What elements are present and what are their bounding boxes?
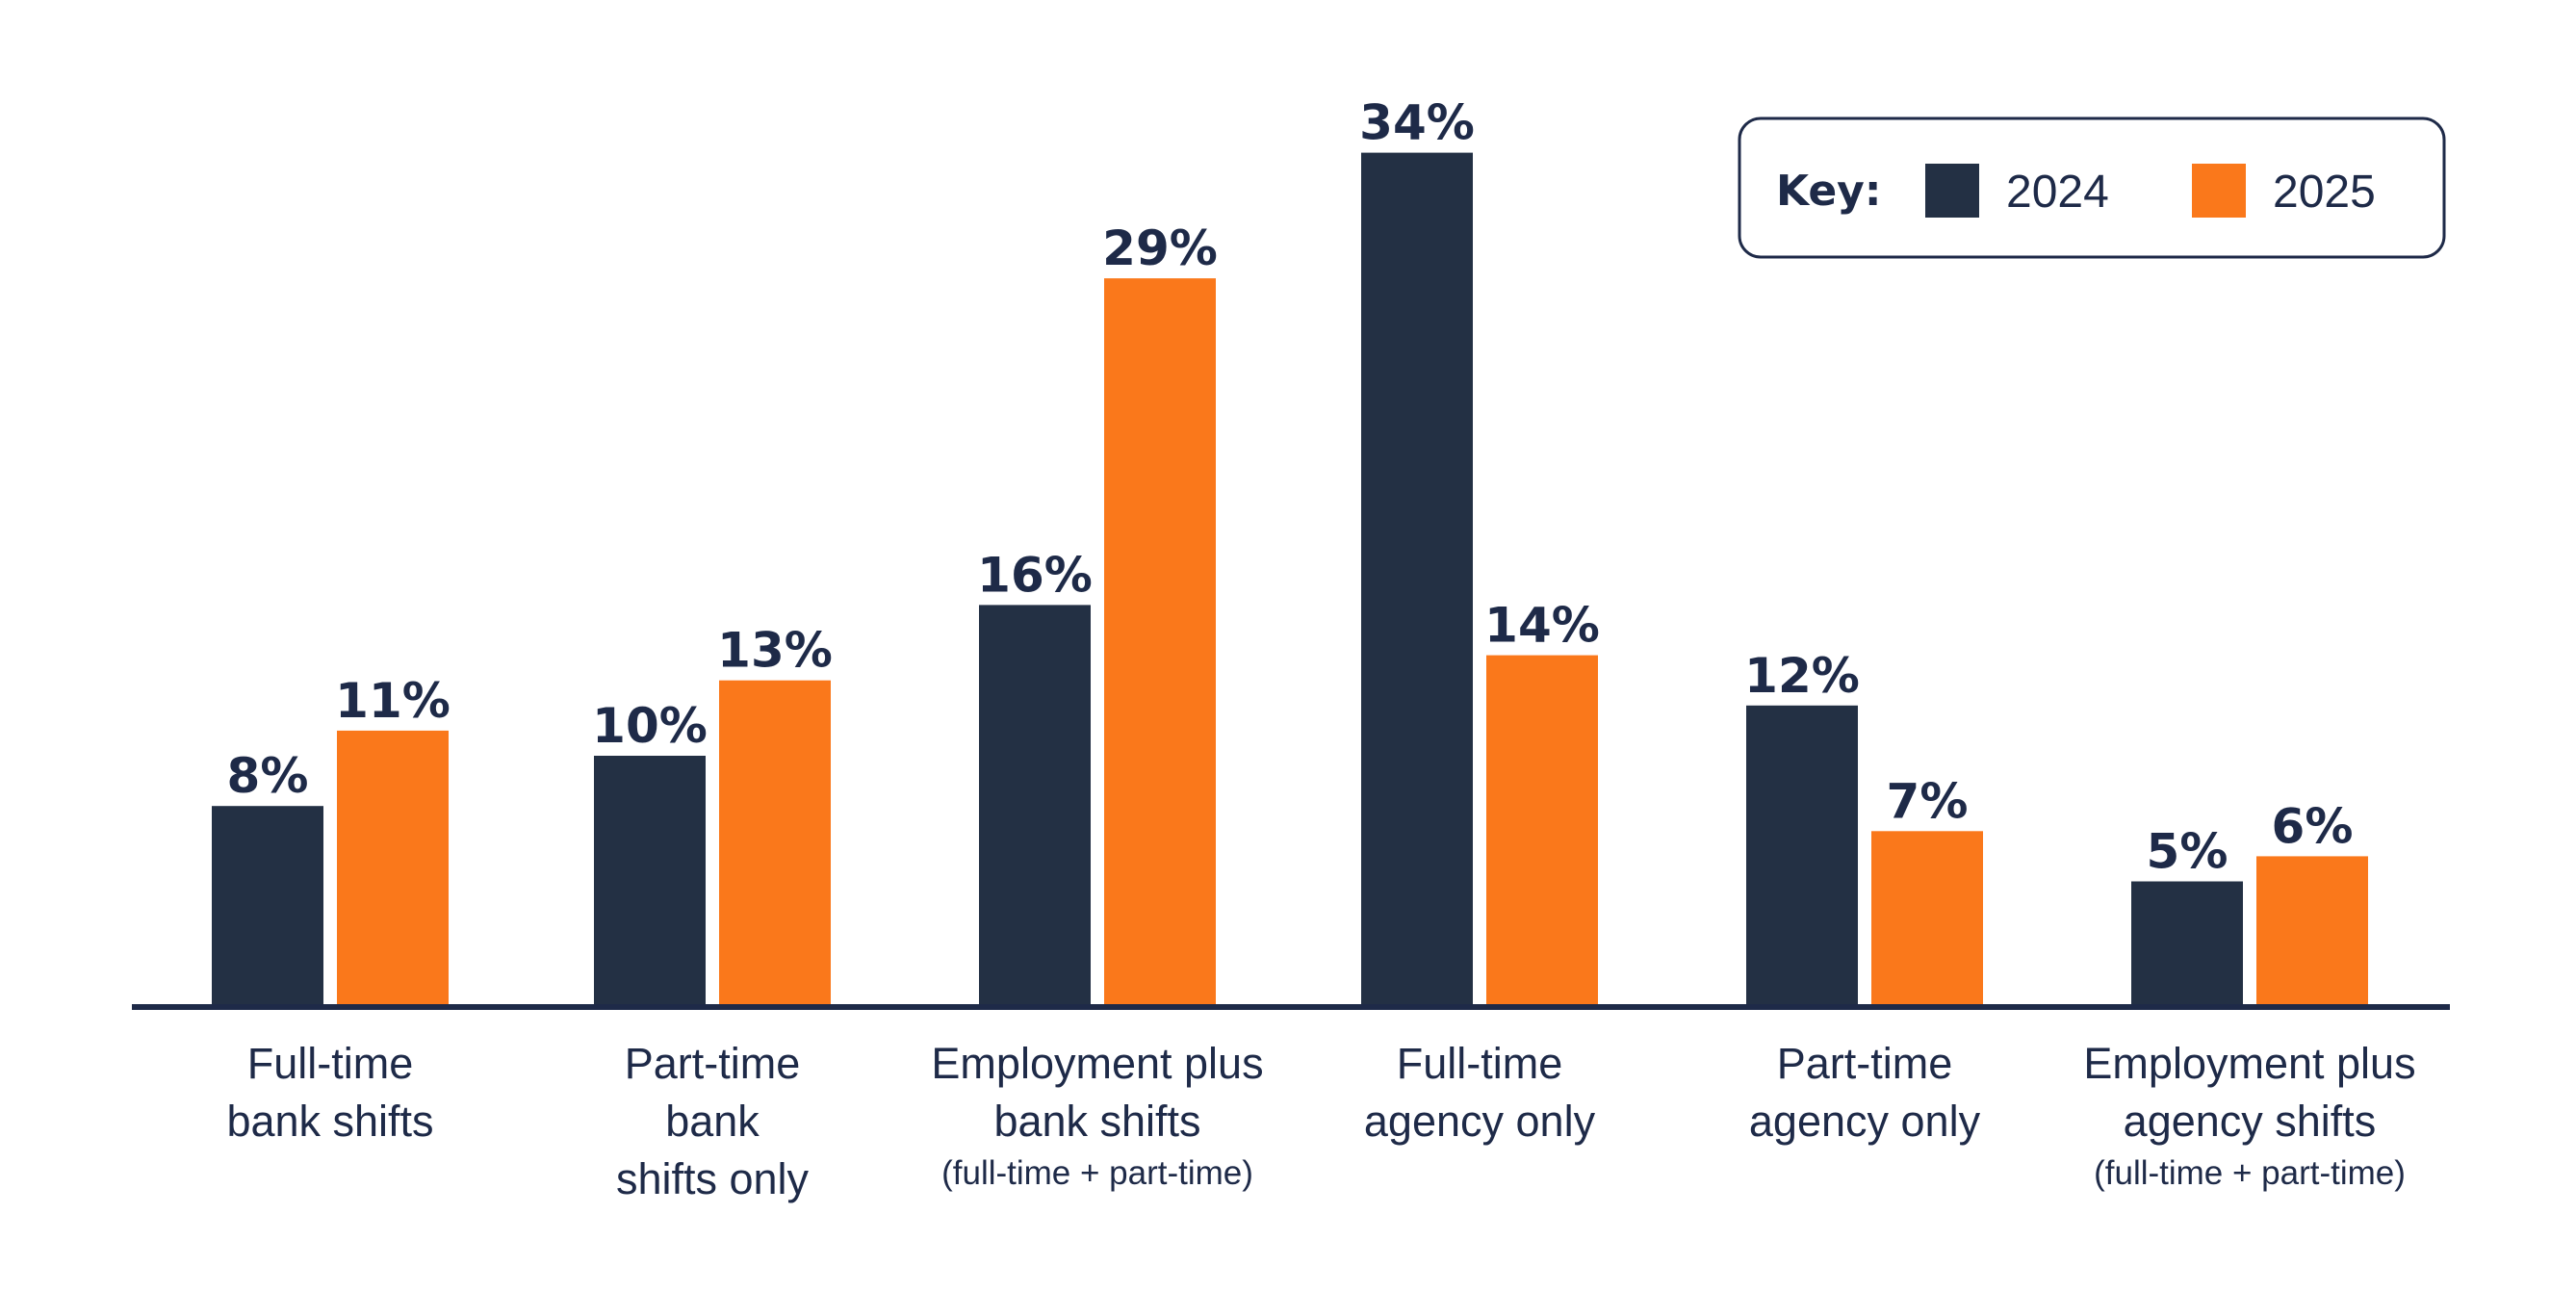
bar-2025-5 xyxy=(1871,831,1983,1007)
category-label-2-line-2: bank xyxy=(665,1097,760,1146)
category-sublabel-3: (full-time + part-time) xyxy=(941,1154,1253,1192)
value-label-2025-4: 14% xyxy=(1484,598,1600,654)
category-sublabel-6: (full-time + part-time) xyxy=(2094,1154,2406,1192)
category-label-5-line-1: Part-time xyxy=(1777,1039,1953,1088)
category-label-1-line-1: Full-time xyxy=(247,1039,414,1088)
bar-2024-5 xyxy=(1746,705,1858,1007)
legend: Key: 2024 2025 xyxy=(1738,116,2446,259)
category-label-6-line-2: agency shifts xyxy=(2124,1097,2377,1146)
bar-2025-2 xyxy=(719,680,831,1007)
value-label-2025-5: 7% xyxy=(1887,773,1969,829)
bar-2024-2 xyxy=(594,756,706,1007)
category-label-3-line-1: Employment plus xyxy=(931,1039,1263,1088)
value-label-2024-5: 12% xyxy=(1744,648,1860,704)
legend-swatch-2025 xyxy=(2192,164,2246,218)
bar-2024-1 xyxy=(212,806,323,1007)
value-label-2024-2: 10% xyxy=(592,698,708,754)
value-label-2025-1: 11% xyxy=(335,673,451,729)
value-label-2024-4: 34% xyxy=(1359,95,1475,151)
category-label-3-line-2: bank shifts xyxy=(993,1097,1200,1146)
bar-2025-1 xyxy=(337,730,449,1007)
category-label-6-line-1: Employment plus xyxy=(2083,1039,2415,1088)
value-label-2025-2: 13% xyxy=(717,623,833,679)
value-label-2025-3: 29% xyxy=(1102,220,1218,276)
bar-2025-6 xyxy=(2256,856,2368,1007)
value-labels-group: 8% 10% 16% 34% 12% 5% 11% 13% 29% 14% 7% 6% xyxy=(227,95,2354,880)
bar-2025-3 xyxy=(1104,278,1216,1008)
category-label-1-line-2: bank shifts xyxy=(226,1097,433,1146)
value-label-2024-1: 8% xyxy=(227,748,309,804)
bar-2024-3 xyxy=(979,605,1091,1007)
category-label-4-line-2: agency only xyxy=(1364,1097,1596,1146)
category-label-2-line-3: shifts only xyxy=(616,1154,810,1203)
bars-group xyxy=(212,152,2368,1008)
legend-box xyxy=(1738,116,2446,259)
bar-2024-6 xyxy=(2131,881,2243,1007)
value-label-2025-6: 6% xyxy=(2272,798,2354,854)
bar-2025-4 xyxy=(1486,655,1598,1007)
bar-2024-4 xyxy=(1361,152,1473,1008)
legend-label-2025: 2025 xyxy=(2273,167,2376,218)
value-label-2024-6: 5% xyxy=(2147,824,2228,880)
category-label-5-line-2: agency only xyxy=(1749,1097,1981,1146)
value-label-2024-3: 16% xyxy=(977,547,1093,603)
legend-swatch-2024 xyxy=(1925,164,1979,218)
legend-label-2024: 2024 xyxy=(2006,167,2109,218)
legend-title: Key: xyxy=(1776,167,1881,216)
category-label-2-line-1: Part-time xyxy=(625,1039,801,1088)
category-label-4-line-1: Full-time xyxy=(1397,1039,1563,1088)
category-labels-group: Full-time bank shifts Part-time bank shifts … xyxy=(226,1039,2415,1203)
